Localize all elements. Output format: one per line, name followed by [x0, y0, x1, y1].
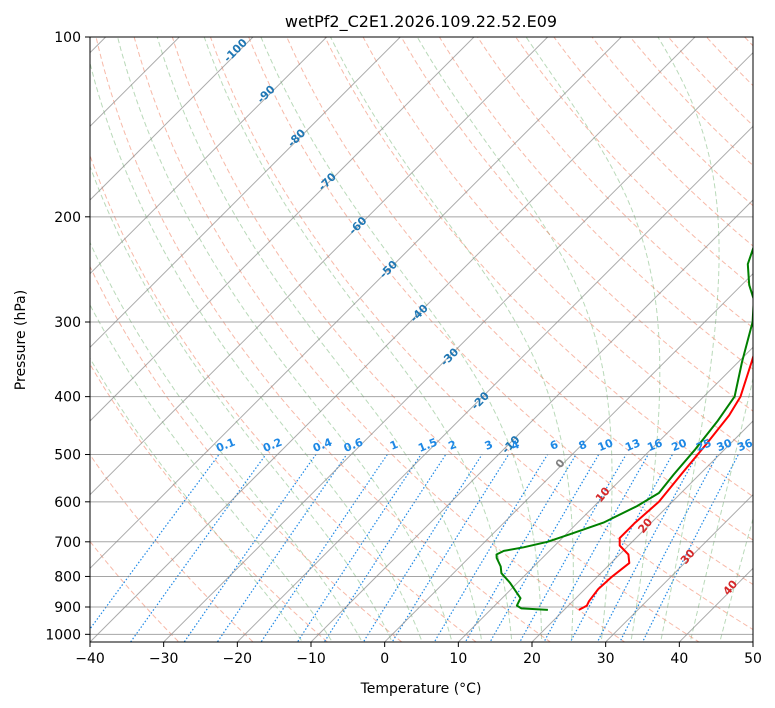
dry-adiabat-line — [171, 37, 700, 642]
y-tick-label: 1000 — [45, 627, 81, 643]
moist-adiabat-line — [90, 164, 393, 642]
dry-adiabat-line — [362, 37, 753, 455]
mixing-ratio-label: 3 — [483, 438, 495, 453]
plot-area: -100-90-80-70-60-50-40-30-20-100.1 0.2 0.4… — [90, 37, 755, 642]
isotherm-line — [90, 37, 696, 642]
dry-adiabat-line — [209, 37, 753, 631]
x-tick-label: 40 — [670, 651, 688, 667]
mixing-ratio-label: 1 — [388, 438, 400, 453]
dry-adiabat-line — [248, 37, 753, 586]
dry-adiabat-line — [90, 453, 254, 642]
mixing-ratio-label: 36 — [736, 436, 755, 454]
profile-series — [495, 246, 753, 611]
mixing-ratio-label: 8 — [577, 438, 589, 453]
isotherm-line — [90, 37, 181, 128]
isotherm-line — [90, 37, 402, 349]
moist-adiabat-line — [203, 37, 513, 642]
moist-adiabat-line — [117, 37, 453, 642]
x-tick-label: −10 — [296, 651, 326, 667]
y-tick-label: 300 — [54, 315, 81, 331]
isotherm-line — [531, 420, 753, 642]
isotherm-line — [90, 37, 549, 496]
x-tick-label: 20 — [523, 651, 541, 667]
x-axis-ticks: −40 −30 −20 −10 0 10 20 30 40 50 — [75, 642, 762, 667]
moist-adiabats — [90, 37, 753, 642]
dry-adiabat-line — [515, 37, 753, 288]
isotherm-line — [162, 51, 753, 642]
mixing-ratio-label: 13 — [623, 436, 642, 454]
x-tick-label: −30 — [149, 651, 179, 667]
moist-adiabat-line — [90, 303, 333, 642]
y-tick-label: 100 — [54, 30, 81, 46]
isotherm-line — [90, 37, 328, 275]
y-tick-label: 500 — [54, 448, 81, 464]
mixing-ratio-label: 16 — [645, 436, 664, 454]
moist-adiabat-line — [416, 37, 613, 642]
y-tick-label: 200 — [54, 210, 81, 226]
temperature-profile-line — [578, 353, 753, 611]
dry-adiabat-line — [476, 37, 753, 329]
dry-adiabat-line — [95, 37, 552, 642]
x-tick-label: 10 — [449, 651, 467, 667]
y-axis-label: Pressure (hPa) — [13, 290, 29, 390]
isotherm-line — [310, 199, 753, 642]
isotherm-line — [90, 37, 475, 422]
dewpoint-profile-line — [495, 246, 753, 611]
dry-adiabat-line — [90, 540, 180, 642]
isotherm-line — [236, 125, 753, 642]
dry-adiabats — [90, 37, 753, 642]
isotherm-line — [383, 272, 753, 642]
x-tick-label: −40 — [75, 651, 105, 667]
plot-frame — [89, 36, 754, 643]
moist-adiabat-line — [260, 37, 543, 642]
mixing-ratio-label: 30 — [715, 436, 734, 454]
moist-adiabat-line — [657, 37, 720, 642]
mixing-ratio-label: 25 — [694, 436, 713, 454]
dry-adiabat-line — [90, 153, 477, 642]
moist-adiabat-line — [330, 37, 574, 642]
dry-adiabat-line — [324, 37, 753, 498]
moist-adiabat-line — [90, 61, 423, 642]
mixing-ratio-label: 2 — [447, 438, 459, 453]
isotherm-line — [457, 346, 753, 642]
mixing-ratio-label: 10 — [596, 436, 615, 454]
isotherm-line — [90, 37, 623, 570]
dry-adiabat-line — [591, 37, 753, 207]
moist-adiabat-line — [689, 376, 753, 642]
moist-adiabat-line — [525, 37, 661, 642]
isotherm-line — [90, 37, 254, 201]
x-tick-label: −20 — [223, 651, 253, 667]
isotherms — [90, 37, 753, 642]
y-tick-label: 600 — [54, 495, 81, 511]
y-tick-label: 400 — [54, 390, 81, 406]
moist-adiabat-line — [90, 241, 363, 642]
mixing-ratio-label: 20 — [670, 436, 689, 454]
dry-adiabat-line — [133, 37, 626, 642]
y-tick-label: 900 — [54, 600, 81, 616]
x-tick-label: 30 — [597, 651, 615, 667]
x-tick-label: 50 — [744, 651, 762, 667]
moist-adiabat-line — [719, 517, 753, 642]
moist-adiabat-line — [156, 37, 483, 642]
x-tick-label: 0 — [380, 651, 389, 667]
dry-adiabat-line — [286, 37, 753, 541]
x-axis-label: Temperature (°C) — [360, 681, 482, 697]
y-tick-label: 800 — [54, 569, 81, 585]
isotherm-line — [604, 493, 753, 642]
dry-adiabat-line — [90, 265, 403, 642]
y-axis-ticks: 100 200 300 400 500 600 700 800 900 1000 — [45, 30, 90, 643]
y-tick-label: 700 — [54, 535, 81, 551]
chart-title: wetPf2_C2E1.2026.109.22.52.E09 — [285, 12, 557, 32]
dry-adiabat-line — [400, 37, 753, 412]
